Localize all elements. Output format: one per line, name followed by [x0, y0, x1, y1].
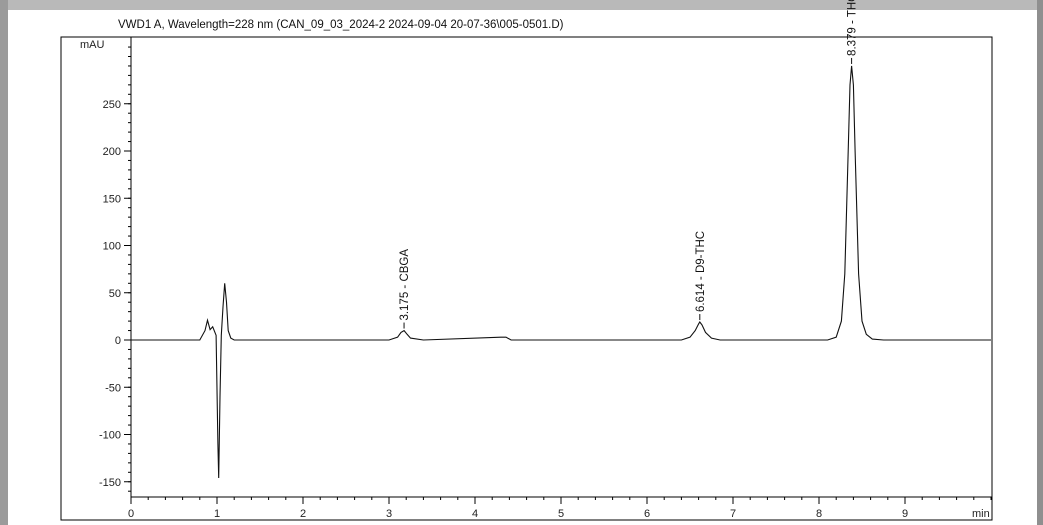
peak-label: 8.379 - THCA — [847, 0, 859, 56]
chart-title: VWD1 A, Wavelength=228 nm (CAN_09_03_202… — [118, 19, 564, 31]
y-tick-label: -50 — [105, 382, 121, 394]
y-tick-label: -150 — [99, 477, 121, 489]
x-tick-label: 0 — [128, 508, 134, 520]
y-axis-unit-label: mAU — [80, 39, 105, 51]
y-axis: -150 -100 -50 0 50 100 150 200 250 — [99, 37, 132, 497]
x-tick-label: 4 — [472, 508, 478, 520]
y-tick-label: 100 — [103, 241, 121, 253]
y-tick-label: 200 — [103, 146, 121, 158]
x-tick-label: 1 — [214, 508, 220, 520]
x-axis-unit-label: min — [972, 508, 990, 520]
x-tick-label: 3 — [386, 508, 392, 520]
x-tick-label: 7 — [730, 508, 736, 520]
y-tick-label: 50 — [109, 288, 121, 300]
y-tick-label: 0 — [115, 335, 121, 347]
x-tick-label: 5 — [558, 508, 564, 520]
peak-label: 6.614 - D9-THC — [695, 231, 707, 312]
x-tick-label: 6 — [644, 508, 650, 520]
x-tick-label: 2 — [300, 508, 306, 520]
peak-label: 3.175 - CBGA — [399, 249, 411, 321]
peak-annotations: 3.175 - CBGA 6.614 - D9-THC 8.379 - THCA — [399, 0, 859, 329]
window-right-border — [1037, 0, 1043, 525]
x-tick-label: 9 — [902, 508, 908, 520]
trace-group — [131, 65, 991, 479]
window-top-border — [0, 0, 1043, 10]
window-left-border — [0, 0, 8, 525]
y-tick-label: -100 — [99, 430, 121, 442]
plot-area-frame — [60, 36, 993, 521]
y-tick-label: 250 — [103, 99, 121, 111]
x-axis: 0 1 2 3 4 5 6 7 8 9 — [128, 496, 992, 520]
x-tick-label: 8 — [816, 508, 822, 520]
chromatogram-trace — [131, 65, 991, 479]
y-tick-label: 150 — [103, 193, 121, 205]
